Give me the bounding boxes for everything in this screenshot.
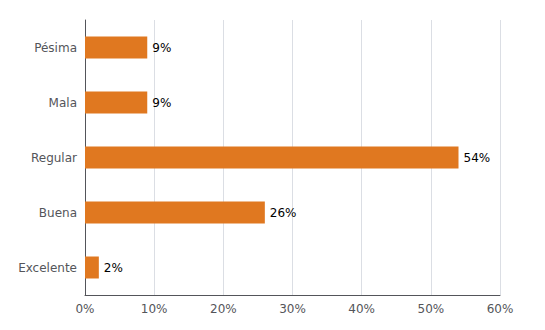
svg-text:50%: 50% — [417, 302, 444, 316]
svg-text:9%: 9% — [152, 41, 171, 55]
svg-text:Pésima: Pésima — [34, 41, 77, 55]
svg-text:Buena: Buena — [39, 206, 77, 220]
svg-text:40%: 40% — [348, 302, 375, 316]
svg-text:0%: 0% — [75, 302, 94, 316]
svg-text:9%: 9% — [152, 96, 171, 110]
svg-text:26%: 26% — [270, 206, 297, 220]
svg-text:Excelente: Excelente — [18, 261, 77, 275]
svg-text:Mala: Mala — [49, 96, 77, 110]
svg-text:30%: 30% — [279, 302, 306, 316]
svg-text:10%: 10% — [141, 302, 168, 316]
svg-text:Regular: Regular — [31, 151, 77, 165]
svg-text:54%: 54% — [464, 151, 491, 165]
svg-text:20%: 20% — [210, 302, 237, 316]
svg-text:60%: 60% — [487, 302, 514, 316]
svg-text:2%: 2% — [104, 261, 123, 275]
